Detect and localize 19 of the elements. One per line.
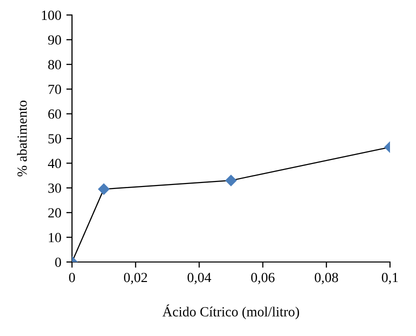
y-axis-title: % abatimento [17, 100, 27, 176]
x-tick-label: 0,04 [188, 272, 212, 284]
y-tick-label: 40 [48, 158, 62, 168]
y-tick-label: 60 [48, 109, 62, 119]
y-tick-label: 20 [48, 208, 62, 218]
x-tick-label: 0,1 [382, 272, 398, 284]
y-tick-label: 10 [48, 232, 62, 242]
x-tick-label: 0 [69, 272, 75, 282]
x-axis-title: Ácido Cítrico (mol/litro) [162, 304, 300, 320]
y-tick-label: 30 [48, 183, 62, 193]
y-tick-label: 80 [48, 60, 62, 70]
y-tick-label: 90 [48, 35, 62, 45]
y-tick-label: 70 [48, 84, 62, 94]
x-tick-label: 0,06 [251, 272, 275, 284]
y-tick-label: 50 [48, 134, 62, 144]
x-tick-label: 0,08 [314, 272, 338, 284]
y-tick-label: 0 [55, 258, 62, 267]
x-tick-label: 0,02 [124, 272, 147, 284]
y-tick-label: 100 [42, 10, 62, 20]
